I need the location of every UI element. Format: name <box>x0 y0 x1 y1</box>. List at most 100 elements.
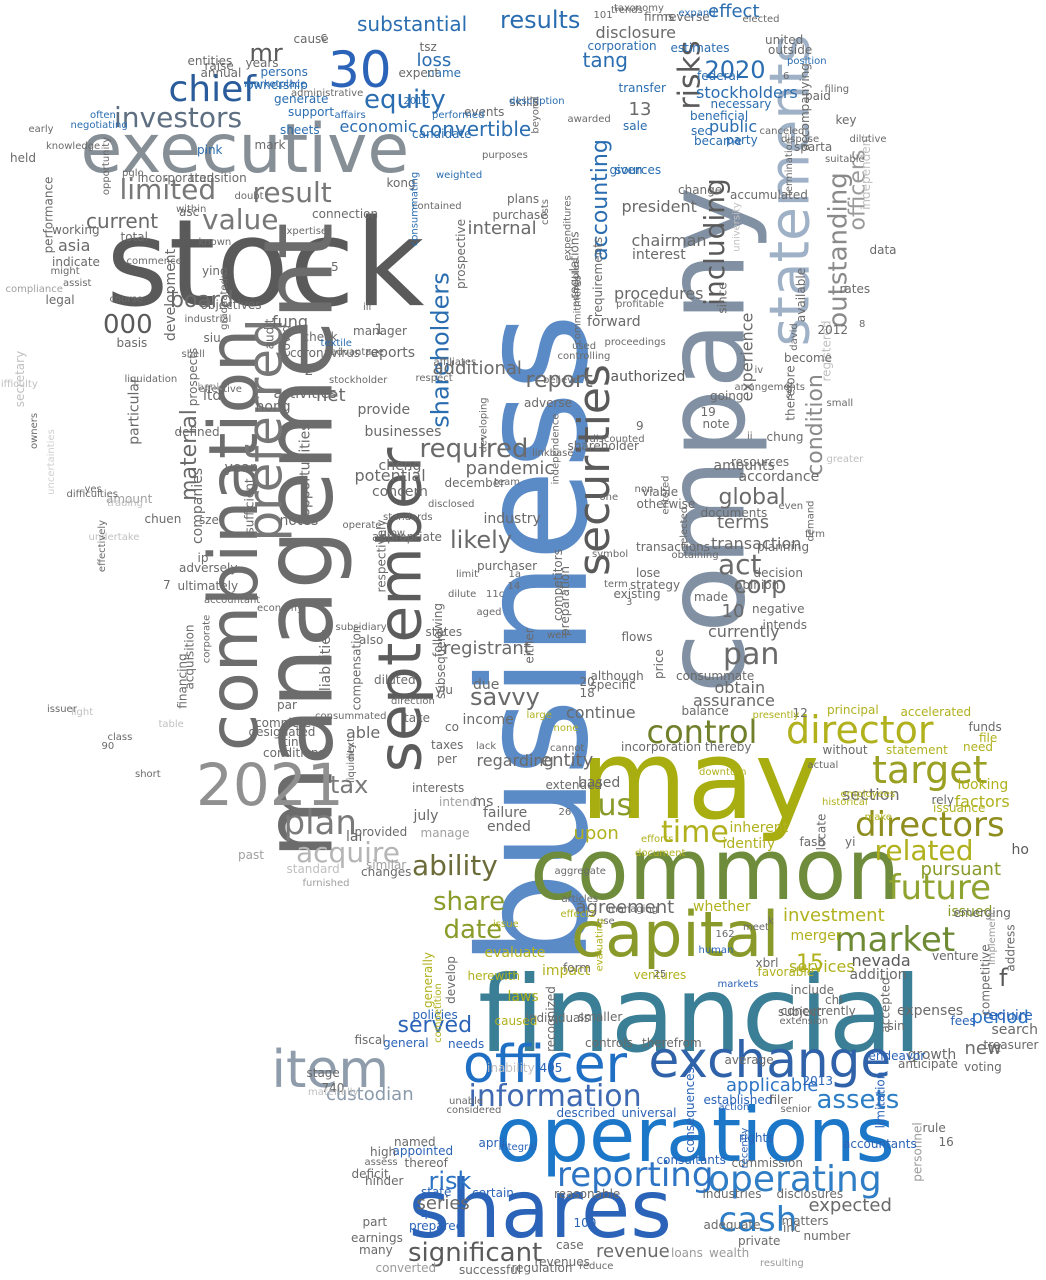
word-129: amounts <box>713 458 775 474</box>
word-403: furnished <box>302 878 350 889</box>
word-428: 1a <box>508 569 522 580</box>
word-555: historical <box>822 797 868 808</box>
word-130: chairman <box>631 231 707 250</box>
word-278: purchaser <box>477 559 538 573</box>
word-187: named <box>394 1135 436 1149</box>
word-523: suitable <box>825 154 865 165</box>
word-85: registrant <box>443 638 531 659</box>
word-70: new <box>964 1038 1002 1059</box>
word-392: 405 <box>539 1061 563 1075</box>
word-550: presently <box>752 710 800 721</box>
word-150: accelerated <box>900 705 972 719</box>
word-28: reporting <box>557 1155 714 1195</box>
word-564: managing <box>608 904 659 915</box>
word-99: condition <box>802 374 828 476</box>
word-503: 90 <box>101 741 115 752</box>
word-302: annual <box>200 66 242 80</box>
word-316: sources <box>615 163 662 177</box>
word-63: likely <box>450 526 513 554</box>
word-116: continue <box>566 703 636 722</box>
word-288: working <box>52 223 100 237</box>
word-229: connection <box>312 207 379 221</box>
word-165: expenses <box>897 1003 964 1019</box>
word-456: controlling <box>557 351 611 362</box>
word-49: act <box>718 548 762 581</box>
word-200: matters <box>781 1214 829 1228</box>
word-152: file <box>979 731 998 745</box>
word-61: us <box>597 788 633 823</box>
word-506: iii <box>363 302 372 313</box>
word-298: incorporated <box>137 171 215 185</box>
word-235: mark <box>254 138 286 152</box>
word-376: many <box>359 1243 393 1257</box>
word-281: audit <box>261 318 276 350</box>
word-263: viable <box>642 485 679 499</box>
word-117: industry <box>483 511 541 527</box>
word-277: transactions <box>636 540 711 554</box>
word-157: evaluate <box>484 945 546 961</box>
word-205: loans <box>671 1246 703 1260</box>
word-53: tax <box>330 771 369 799</box>
word-251: note <box>702 417 730 431</box>
word-271: planning <box>757 540 810 554</box>
word-27: operating <box>708 1159 882 1200</box>
word-291: chuen <box>144 512 182 526</box>
word-86: upon <box>573 823 619 844</box>
word-384: described <box>556 1106 616 1120</box>
word-331: accumulated <box>730 188 808 202</box>
word-34: limited <box>119 173 217 206</box>
word-542: non <box>634 484 654 495</box>
word-12: capital <box>571 898 780 971</box>
word-412: take <box>404 711 430 725</box>
word-468: marketplace <box>244 79 307 90</box>
word-284: objectives <box>200 298 262 312</box>
word-253: sufficient <box>242 478 257 534</box>
word-128: resources <box>731 455 790 469</box>
word-198: industries <box>702 1187 762 1201</box>
word-525: dispose <box>781 134 820 145</box>
word-422: either <box>522 628 537 664</box>
word-124: economic <box>339 117 417 136</box>
word-169: require <box>983 1008 1033 1024</box>
word-358: include <box>790 983 834 997</box>
word-442: standards <box>383 512 433 523</box>
word-141: notes <box>279 513 319 529</box>
word-139: year <box>224 460 256 476</box>
word-529: 8 <box>859 319 866 330</box>
word-559: efforts <box>641 834 674 845</box>
word-212: companies <box>190 467 207 545</box>
word-356: sin <box>887 1019 905 1033</box>
word-118: potential <box>354 466 426 485</box>
word-199: disclosures <box>776 1187 844 1201</box>
word-234: entities <box>187 54 233 68</box>
word-270: negative <box>752 602 805 616</box>
word-539: discounted <box>589 434 645 445</box>
word-18: exchange <box>648 1031 892 1089</box>
word-295: 7 <box>163 578 171 592</box>
word-526: termination <box>784 137 796 197</box>
word-419: although <box>590 669 644 683</box>
word-299: transition <box>189 171 247 185</box>
word-283: coronavirus <box>290 346 361 360</box>
word-286: asc <box>179 205 200 219</box>
word-138: ltd <box>203 388 222 404</box>
word-74: nevada <box>851 951 911 970</box>
word-159: merger <box>790 928 842 944</box>
word-80: applicable <box>726 1075 819 1096</box>
word-378: 100 <box>573 1216 597 1230</box>
word-145: ms <box>472 794 494 810</box>
word-337: decision <box>753 566 803 580</box>
word-478: expertise <box>280 226 328 237</box>
word-3: stock <box>106 195 425 334</box>
word-573: 11 <box>988 1044 1002 1055</box>
word-406: manage <box>420 826 470 840</box>
word-287: indicate <box>52 255 100 269</box>
word-54: board <box>170 288 234 313</box>
word-274: existing <box>613 587 661 601</box>
word-411: taxes <box>431 738 464 752</box>
word-471: opportunity <box>101 136 113 196</box>
word-259: 12 <box>792 706 808 720</box>
word-290: sze <box>199 513 219 527</box>
word-285: ying <box>202 264 228 278</box>
